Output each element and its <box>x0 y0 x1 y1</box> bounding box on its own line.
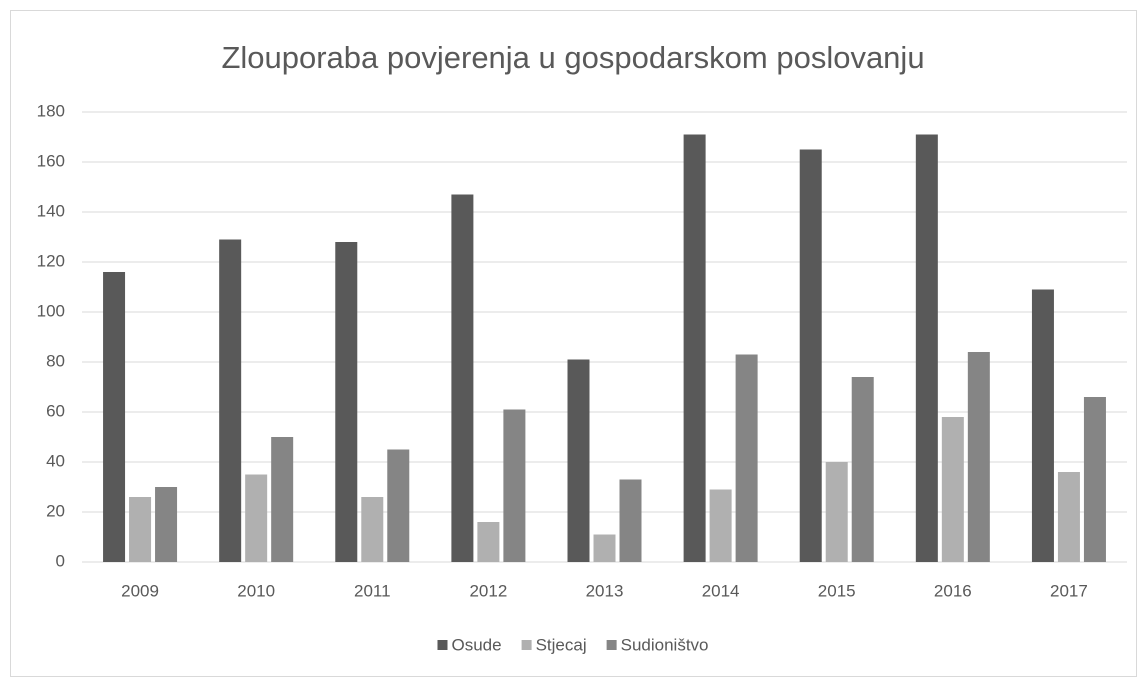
x-tick-label: 2016 <box>934 581 972 600</box>
legend-label: Sudioništvo <box>621 635 709 654</box>
bar <box>941 417 964 562</box>
bar <box>155 487 178 562</box>
legend-swatch <box>606 640 617 650</box>
x-tick-label: 2015 <box>818 581 856 600</box>
x-tick-label: 2013 <box>586 581 624 600</box>
legend-swatch <box>437 640 448 650</box>
y-tick-label: 60 <box>46 401 65 420</box>
x-tick-label: 2017 <box>1050 581 1088 600</box>
y-tick-label: 100 <box>37 301 65 320</box>
y-tick-label: 120 <box>37 251 65 270</box>
x-tick-label: 2011 <box>354 581 391 600</box>
bar <box>567 359 590 562</box>
bar <box>799 149 822 562</box>
bar <box>361 497 384 562</box>
legend-label: Osude <box>451 635 501 654</box>
bar <box>593 534 616 562</box>
bar <box>709 489 732 562</box>
bar <box>451 194 474 562</box>
y-tick-label: 80 <box>46 351 65 370</box>
bar <box>619 479 642 562</box>
bar <box>103 272 126 562</box>
legend-swatch <box>521 640 532 650</box>
bar <box>735 354 758 562</box>
y-tick-label: 0 <box>56 551 65 570</box>
bar <box>503 409 526 562</box>
bar <box>851 377 874 562</box>
bar <box>477 522 500 562</box>
x-tick-label: 2014 <box>702 581 740 600</box>
bar <box>967 352 990 562</box>
y-tick-label: 160 <box>37 151 65 170</box>
bar <box>219 239 242 562</box>
bar <box>825 462 848 562</box>
bar <box>683 134 706 562</box>
bar <box>245 474 268 562</box>
bar <box>387 449 410 562</box>
y-tick-label: 140 <box>37 201 65 220</box>
x-tick-label: 2009 <box>121 581 159 600</box>
y-tick-label: 180 <box>37 101 65 120</box>
bar <box>915 134 938 562</box>
y-tick-label: 40 <box>46 451 65 470</box>
bar <box>129 497 152 562</box>
bar <box>335 242 358 562</box>
legend-label: Stjecaj <box>536 635 587 654</box>
bar <box>1083 397 1106 562</box>
chart-border <box>10 10 1137 677</box>
bar <box>1057 472 1080 562</box>
y-tick-label: 20 <box>46 501 65 520</box>
x-tick-label: 2010 <box>237 581 275 600</box>
x-tick-label: 2012 <box>469 581 507 600</box>
bar <box>1031 289 1054 562</box>
bar <box>271 437 294 562</box>
chart-title: Zlouporaba povjerenja u gospodarskom pos… <box>221 40 924 75</box>
